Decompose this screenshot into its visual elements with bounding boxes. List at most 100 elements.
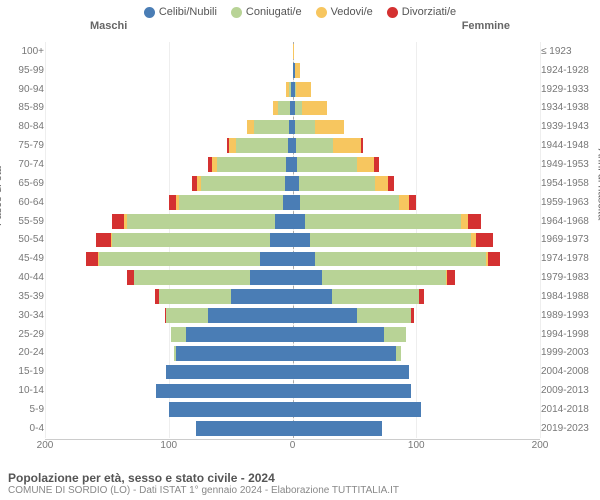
- female-half: [293, 308, 541, 323]
- bar-segment: [166, 365, 292, 380]
- age-label: 15-19: [2, 366, 44, 377]
- birth-label: 2009-2013: [541, 385, 598, 396]
- bar-segment: [196, 421, 293, 436]
- legend-label: Divorziati/e: [402, 6, 456, 18]
- pyramid-row: [45, 193, 540, 212]
- bar-segment: [231, 289, 293, 304]
- bar-segment: [461, 214, 468, 229]
- birth-label: 1999-2003: [541, 347, 598, 358]
- birth-label: 1989-1993: [541, 310, 598, 321]
- chart-subtitle: COMUNE DI SORDIO (LO) - Dati ISTAT 1° ge…: [8, 485, 592, 496]
- bar-segment: [332, 289, 419, 304]
- age-label: 55-59: [2, 216, 44, 227]
- bar-segment: [236, 138, 288, 153]
- bar-segment: [411, 308, 413, 323]
- bar-segment: [293, 346, 397, 361]
- header-female: Femmine: [462, 20, 510, 32]
- female-half: [293, 63, 541, 78]
- bar-segment: [295, 63, 300, 78]
- legend-swatch: [316, 7, 327, 18]
- age-label: 25-29: [2, 329, 44, 340]
- age-label: 0-4: [2, 423, 44, 434]
- birth-label: 1964-1968: [541, 216, 598, 227]
- pyramid-row: [45, 306, 540, 325]
- male-half: [45, 270, 293, 285]
- bar-segment: [361, 138, 363, 153]
- male-half: [45, 365, 293, 380]
- bar-segment: [208, 308, 292, 323]
- header-male: Maschi: [90, 20, 127, 32]
- female-half: [293, 101, 541, 116]
- age-label: 60-64: [2, 197, 44, 208]
- bar-segment: [357, 157, 374, 172]
- pyramid-row: [45, 99, 540, 118]
- bar-segment: [293, 214, 305, 229]
- bar-segment: [270, 233, 292, 248]
- bar-segment: [297, 157, 356, 172]
- pyramid-row: [45, 231, 540, 250]
- bar-segment: [293, 270, 323, 285]
- bar-segment: [293, 233, 310, 248]
- female-half: [293, 421, 541, 436]
- bar-segment: [399, 195, 409, 210]
- age-label: 95-99: [2, 65, 44, 76]
- pyramid-row: [45, 155, 540, 174]
- bar-segment: [176, 346, 292, 361]
- bar-segment: [169, 402, 293, 417]
- birth-label: 1974-1978: [541, 253, 598, 264]
- bar-segment: [296, 82, 311, 97]
- male-half: [45, 289, 293, 304]
- male-half: [45, 384, 293, 399]
- male-half: [45, 346, 293, 361]
- female-half: [293, 214, 541, 229]
- bar-segment: [447, 270, 454, 285]
- birth-label: 1994-1998: [541, 329, 598, 340]
- birth-label: 1979-1983: [541, 272, 598, 283]
- x-tick: 100: [160, 440, 177, 451]
- x-tick: 200: [37, 440, 54, 451]
- x-tick: 0: [290, 440, 296, 451]
- bar-segment: [299, 176, 376, 191]
- pyramid-row: [45, 212, 540, 231]
- bar-segment: [217, 157, 286, 172]
- bar-segment: [300, 195, 399, 210]
- bar-segment: [156, 384, 292, 399]
- bar-segment: [295, 101, 302, 116]
- bar-segment: [293, 421, 382, 436]
- bar-segment: [96, 233, 111, 248]
- age-label: 80-84: [2, 121, 44, 132]
- bar-segment: [293, 308, 357, 323]
- pyramid-row: [45, 363, 540, 382]
- pyramid-row: [45, 42, 540, 61]
- birth-axis: ≤ 19231924-19281929-19331934-19381939-19…: [541, 42, 598, 438]
- bar-segment: [315, 120, 345, 135]
- pyramid-row: [45, 325, 540, 344]
- bar-segment: [293, 252, 315, 267]
- bar-segment: [293, 327, 385, 342]
- birth-label: 1939-1943: [541, 121, 598, 132]
- female-half: [293, 346, 541, 361]
- female-half: [293, 402, 541, 417]
- birth-label: 2014-2018: [541, 404, 598, 415]
- bar-segment: [357, 308, 411, 323]
- grid-line: [540, 42, 541, 438]
- bar-segment: [322, 270, 446, 285]
- birth-label: 1954-1958: [541, 178, 598, 189]
- bar-segment: [476, 233, 493, 248]
- bar-segment: [285, 176, 292, 191]
- age-label: 5-9: [2, 404, 44, 415]
- pyramid-chart: [45, 42, 540, 438]
- male-half: [45, 195, 293, 210]
- legend-label: Vedovi/e: [331, 6, 373, 18]
- bar-segment: [333, 138, 360, 153]
- bar-segment: [375, 176, 387, 191]
- bar-segment: [305, 214, 461, 229]
- pyramid-row: [45, 287, 540, 306]
- bar-segment: [388, 176, 394, 191]
- bar-segment: [278, 101, 290, 116]
- age-label: 10-14: [2, 385, 44, 396]
- age-label: 50-54: [2, 234, 44, 245]
- age-label: 75-79: [2, 140, 44, 151]
- bar-segment: [384, 327, 406, 342]
- age-label: 85-89: [2, 102, 44, 113]
